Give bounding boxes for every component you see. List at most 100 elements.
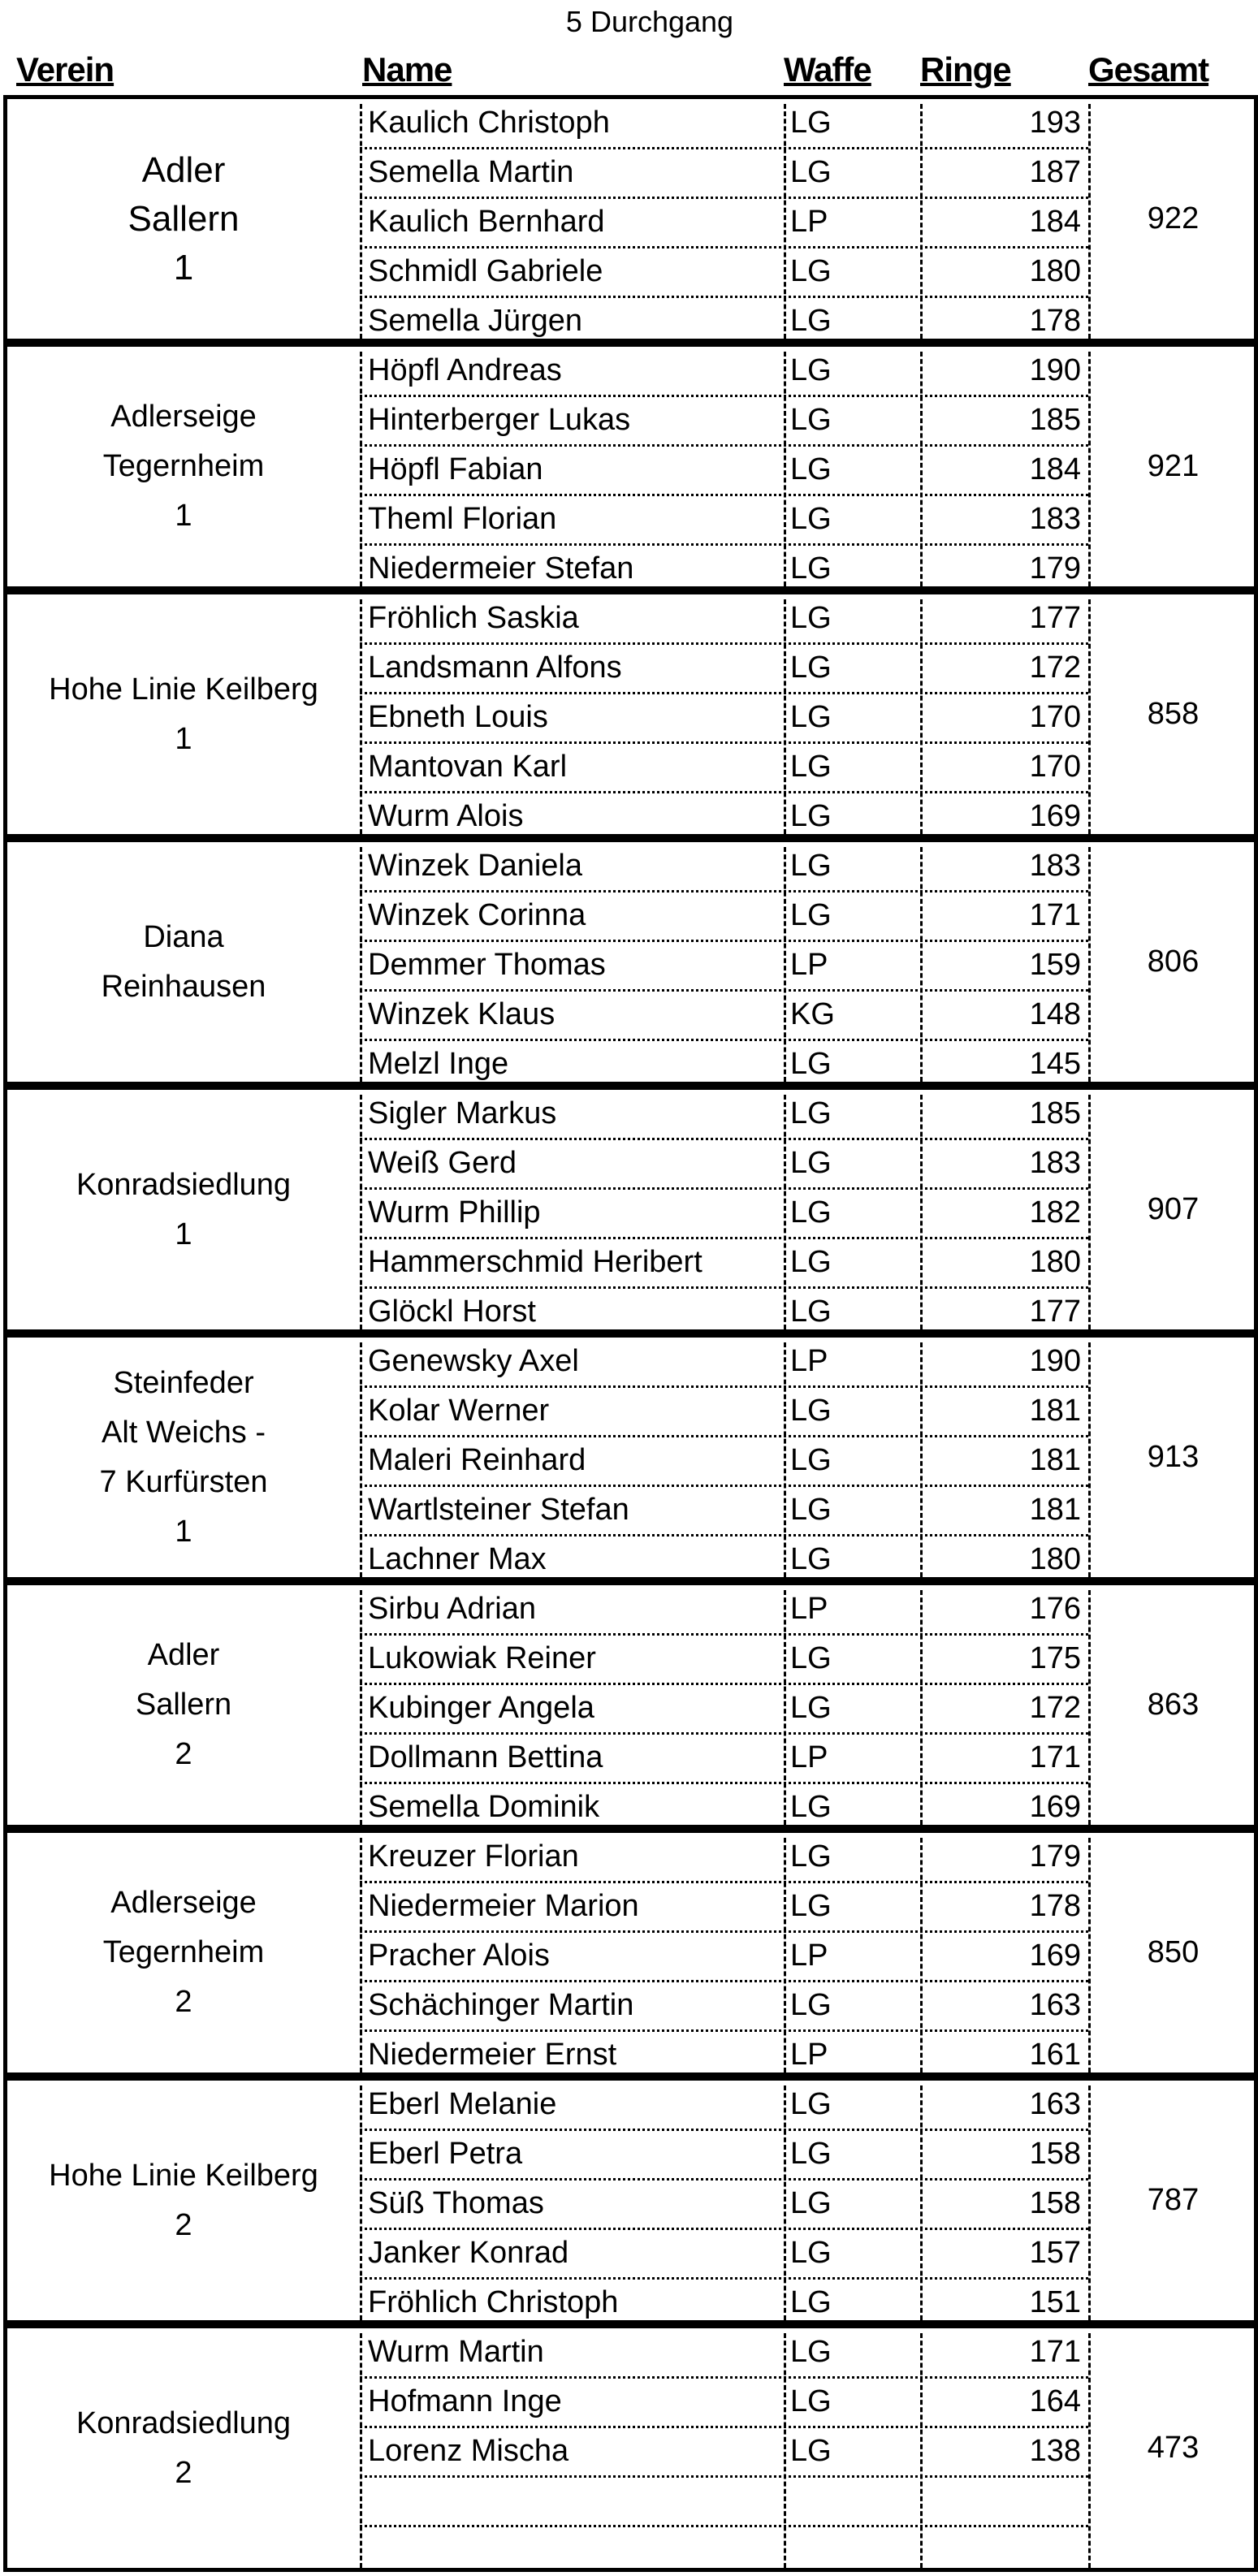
team-total: 913: [1147, 1440, 1200, 1474]
column-divider: [360, 2085, 362, 2320]
rings: 151: [1029, 2285, 1081, 2319]
rings: 145: [1029, 1047, 1081, 1081]
table-row: Eberl Petra LG 158: [360, 2130, 1088, 2181]
verein-name: Hohe Linie Keilberg 1: [49, 672, 318, 756]
team-total: 858: [1147, 697, 1200, 731]
team-total: 921: [1147, 449, 1200, 483]
weapon: LG: [790, 849, 832, 883]
rings: 161: [1029, 2038, 1081, 2072]
shooter-name: Weiß Gerd: [368, 1146, 517, 1180]
shooter-name: Eberl Melanie: [368, 2087, 557, 2121]
rings: 164: [1029, 2384, 1081, 2418]
weapon: LG: [790, 2384, 832, 2418]
column-divider: [360, 847, 362, 1082]
rings: 184: [1029, 205, 1081, 239]
shooter-name: Sirbu Adrian: [368, 1592, 537, 1626]
shooter-name: Kreuzer Florian: [368, 1839, 579, 1874]
team-total: 907: [1147, 1192, 1200, 1226]
team-total: 787: [1147, 2183, 1200, 2217]
table-row: Pracher Alois LP 169: [360, 1932, 1088, 1982]
table-row: Janker Konrad LG 157: [360, 2229, 1088, 2280]
weapon: LG: [790, 353, 832, 387]
rings: 183: [1029, 1146, 1081, 1180]
weapon: LG: [790, 1542, 832, 1576]
weapon: LG: [790, 403, 832, 437]
rings: 185: [1029, 1096, 1081, 1130]
table-row: Dollmann Bettina LP 171: [360, 1734, 1088, 1784]
table-row: Glöckl Horst LG 177: [360, 1288, 1088, 1336]
shooter-name: Höpfl Andreas: [368, 353, 562, 387]
shooter-name: Hinterberger Lukas: [368, 403, 631, 437]
verein-name: Konradsiedlung 1: [76, 1167, 292, 1251]
column-divider: [1088, 1095, 1091, 1329]
weapon: LG: [790, 551, 832, 586]
shooter-name: Kolar Werner: [368, 1394, 550, 1428]
shooter-name: Wurm Martin: [368, 2335, 544, 2369]
shooter-name: Fröhlich Christoph: [368, 2285, 619, 2319]
table-row: Wurm Alois LG 169: [360, 793, 1088, 841]
shooter-name: Dollmann Bettina: [368, 1740, 603, 1774]
rings: 181: [1029, 1493, 1081, 1527]
weapon: LG: [790, 254, 832, 288]
verein-name: Adler Sallern 2: [135, 1638, 232, 1771]
team-block: Hohe Linie Keilberg 2 Eberl Melanie LG 1…: [3, 2077, 1258, 2324]
shooter-name: Winzek Corinna: [368, 898, 586, 932]
table-row: Semella Dominik LG 169: [360, 1783, 1088, 1831]
rings: 171: [1029, 898, 1081, 932]
column-divider: [784, 1342, 786, 1577]
team-block: Adler Sallern 2 Sirbu Adrian LP 176 Luko…: [3, 1581, 1258, 1829]
weapon: LG: [790, 700, 832, 734]
weapon: LG: [790, 452, 832, 486]
rings: 172: [1029, 1691, 1081, 1725]
shooter-name: Maleri Reinhard: [368, 1443, 586, 1477]
weapon: LP: [790, 1592, 828, 1626]
shooter-name: Schächinger Martin: [368, 1988, 634, 2022]
rings: 170: [1029, 700, 1081, 734]
column-divider: [1088, 2333, 1091, 2568]
team-total: 863: [1147, 1688, 1200, 1722]
table-row: Landsmann Alfons LG 172: [360, 644, 1088, 694]
table-row: Lukowiak Reiner LG 175: [360, 1635, 1088, 1685]
rings: [927, 2477, 1081, 2525]
team-block: Hohe Linie Keilberg 1 Fröhlich Saskia LG…: [3, 590, 1258, 838]
rings: 148: [1029, 997, 1081, 1031]
rings: 138: [1029, 2434, 1081, 2468]
weapon: LG: [790, 1790, 832, 1824]
team-block: Konradsiedlung 2 Wurm Martin LG 171 Hofm…: [3, 2324, 1258, 2572]
team-total: 806: [1147, 944, 1200, 979]
table-row: Kaulich Christoph LG 193: [360, 99, 1088, 149]
rings: 183: [1029, 502, 1081, 536]
table-row: Lachner Max LG 180: [360, 1536, 1088, 1584]
table-row: Winzek Klaus KG 148: [360, 991, 1088, 1041]
rings: 169: [1029, 799, 1081, 833]
column-divider: [1088, 2085, 1091, 2320]
rings: 193: [1029, 106, 1081, 140]
weapon: LG: [790, 2087, 832, 2121]
table-row: Lorenz Mischa LG 138: [360, 2427, 1088, 2478]
weapon: LG: [790, 1047, 832, 1081]
rings: 171: [1029, 1740, 1081, 1774]
weapon: LP: [790, 1938, 828, 1973]
shooter-name: Hofmann Inge: [368, 2384, 562, 2418]
weapon: LG: [790, 898, 832, 932]
header-gesamt: Gesamt: [1088, 50, 1209, 89]
rings: 159: [1029, 948, 1081, 982]
column-divider: [920, 1590, 923, 1825]
shooter-name: Landsmann Alfons: [368, 650, 622, 685]
rings: 171: [1029, 2335, 1081, 2369]
column-divider: [920, 2333, 923, 2568]
weapon: LG: [790, 750, 832, 784]
rings: 182: [1029, 1195, 1081, 1230]
weapon: LG: [790, 106, 832, 140]
weapon: LG: [790, 601, 832, 635]
table-row: Wurm Martin LG 171: [360, 2328, 1088, 2379]
rings: 181: [1029, 1394, 1081, 1428]
rings: 179: [1029, 1839, 1081, 1874]
table-row: Ebneth Louis LG 170: [360, 694, 1088, 744]
rings: 180: [1029, 254, 1081, 288]
column-divider: [1088, 1590, 1091, 1825]
shooter-name: Kaulich Christoph: [368, 106, 610, 140]
shooter-name: Lachner Max: [368, 1542, 547, 1576]
weapon: LG: [790, 502, 832, 536]
column-divider: [784, 847, 786, 1082]
